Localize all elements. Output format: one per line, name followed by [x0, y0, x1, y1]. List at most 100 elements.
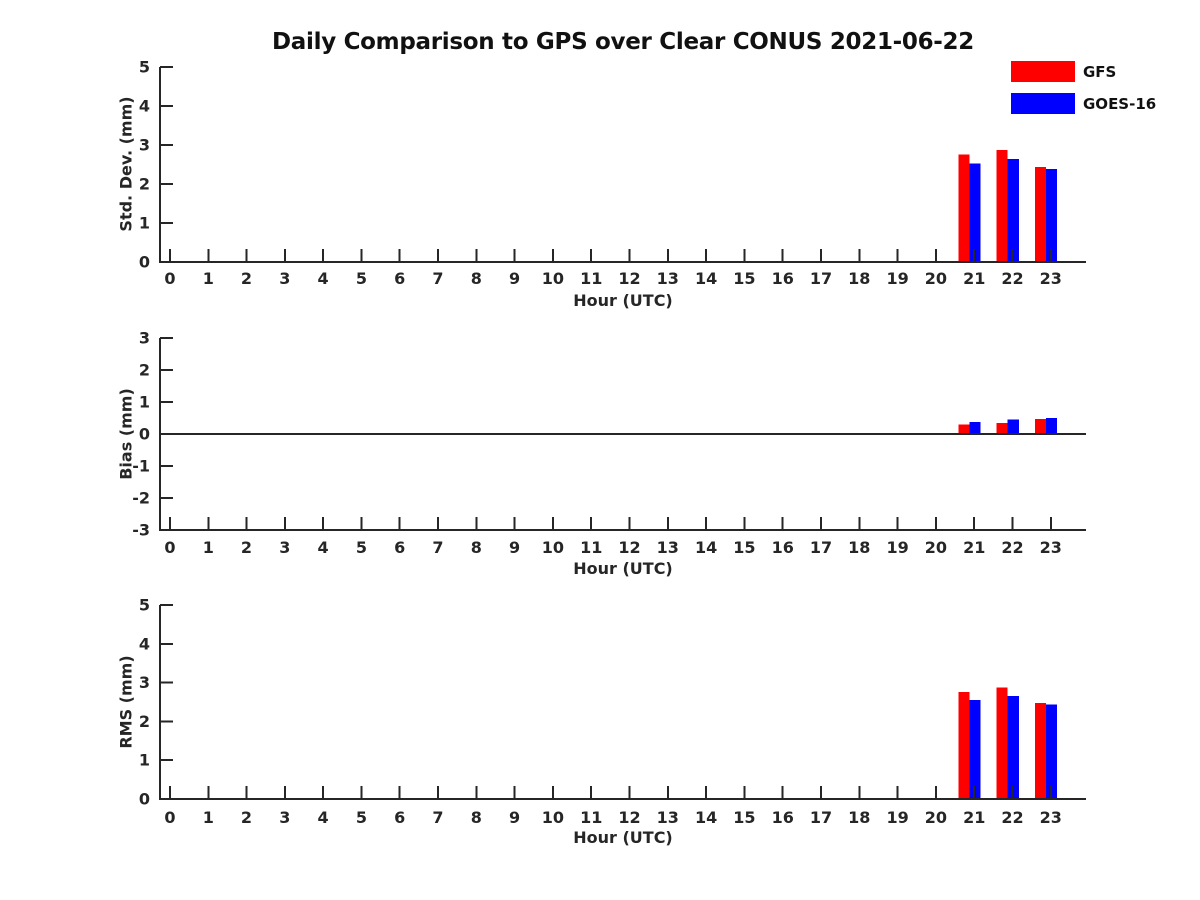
x-tick-label: 23	[1040, 538, 1062, 557]
y-tick-label: 5	[139, 58, 150, 77]
x-tick-label: 6	[394, 808, 405, 827]
x-tick-label: 4	[318, 808, 329, 827]
x-tick-label: 11	[580, 538, 602, 557]
x-tick-label: 2	[241, 538, 252, 557]
x-tick-label: 0	[164, 808, 175, 827]
legend-label-gfs: GFS	[1083, 63, 1117, 81]
x-axis-label-bias: Hour (UTC)	[573, 559, 673, 578]
x-tick-label: 11	[580, 808, 602, 827]
x-tick-label: 21	[963, 808, 985, 827]
y-tick-label: 0	[139, 253, 150, 272]
y-tick-label: -1	[132, 457, 150, 476]
x-tick-label: 17	[810, 269, 832, 288]
x-tick-label: 14	[695, 269, 717, 288]
x-tick-label: 20	[925, 538, 947, 557]
bar-gfs-h21	[958, 691, 970, 799]
x-tick-label: 18	[848, 808, 870, 827]
x-tick-label: 17	[810, 538, 832, 557]
bar-goes16-h21	[969, 421, 981, 434]
y-tick-label: 3	[139, 330, 150, 348]
x-tick-label: 14	[695, 808, 717, 827]
x-tick-label: 19	[886, 538, 908, 557]
bar-goes16-h21	[969, 163, 981, 262]
bar-goes16-h23	[1046, 169, 1058, 262]
x-tick-label: 3	[279, 538, 290, 557]
x-tick-label: 20	[925, 269, 947, 288]
x-tick-label: 20	[925, 808, 947, 827]
x-tick-label: 22	[1001, 269, 1023, 288]
x-tick-label: 7	[432, 808, 443, 827]
y-tick-label: 3	[139, 136, 150, 155]
x-tick-label: 13	[657, 538, 679, 557]
x-tick-label: 2	[241, 808, 252, 827]
bar-gfs-h22	[996, 422, 1008, 434]
bar-gfs-h23	[1034, 166, 1046, 262]
x-tick-label: 17	[810, 808, 832, 827]
x-tick-label: 15	[733, 269, 755, 288]
x-tick-label: 16	[772, 538, 794, 557]
x-tick-label: 2	[241, 269, 252, 288]
bar-goes16-h21	[969, 700, 981, 799]
x-tick-label: 12	[618, 808, 640, 827]
x-tick-label: 3	[279, 269, 290, 288]
x-tick-label: 8	[471, 269, 482, 288]
bar-gfs-h22	[996, 150, 1008, 262]
y-tick-label: 4	[139, 97, 150, 116]
legend-swatch-gfs	[1011, 61, 1075, 82]
x-tick-label: 0	[164, 538, 175, 557]
x-tick-label: 23	[1040, 808, 1062, 827]
x-tick-label: 8	[471, 808, 482, 827]
y-tick-label: 0	[139, 790, 150, 809]
x-tick-label: 5	[356, 808, 367, 827]
legend-label-goes16: GOES-16	[1083, 95, 1157, 113]
y-tick-label: 2	[139, 361, 150, 380]
y-tick-label: 5	[139, 596, 150, 615]
bar-goes16-h22	[1007, 419, 1019, 434]
y-tick-label: 1	[139, 214, 150, 233]
x-tick-label: 3	[279, 808, 290, 827]
x-tick-label: 0	[164, 269, 175, 288]
x-tick-label: 9	[509, 269, 520, 288]
x-tick-label: 16	[772, 269, 794, 288]
x-tick-label: 10	[542, 538, 564, 557]
y-tick-label: 1	[139, 751, 150, 770]
x-tick-label: 1	[203, 808, 214, 827]
bar-goes16-h22	[1007, 159, 1019, 262]
bar-gfs-h23	[1034, 419, 1046, 434]
x-tick-label: 4	[318, 538, 329, 557]
y-tick-label: 3	[139, 673, 150, 692]
x-tick-label: 1	[203, 269, 214, 288]
y-tick-label: 1	[139, 393, 150, 412]
bar-gfs-h22	[996, 687, 1008, 799]
bar-goes16-h22	[1007, 696, 1019, 799]
x-tick-label: 6	[394, 538, 405, 557]
x-axis-label-rms: Hour (UTC)	[573, 828, 673, 847]
y-tick-label: -3	[132, 521, 150, 540]
x-tick-label: 15	[733, 808, 755, 827]
bar-goes16-h23	[1046, 704, 1058, 799]
x-tick-label: 5	[356, 269, 367, 288]
bar-goes16-h23	[1046, 418, 1058, 434]
x-tick-label: 18	[848, 538, 870, 557]
bar-gfs-h21	[958, 154, 970, 262]
x-tick-label: 7	[432, 269, 443, 288]
x-tick-label: 4	[318, 269, 329, 288]
y-tick-label: 2	[139, 712, 150, 731]
x-tick-label: 13	[657, 808, 679, 827]
x-tick-label: 22	[1001, 538, 1023, 557]
x-tick-label: 18	[848, 269, 870, 288]
x-tick-label: 19	[886, 269, 908, 288]
x-tick-label: 21	[963, 538, 985, 557]
x-tick-label: 12	[618, 269, 640, 288]
x-tick-label: 21	[963, 269, 985, 288]
x-tick-label: 10	[542, 808, 564, 827]
legend-swatch-goes16	[1011, 93, 1075, 114]
y-tick-label: 4	[139, 634, 150, 653]
x-tick-label: 6	[394, 269, 405, 288]
x-tick-label: 9	[509, 538, 520, 557]
x-tick-label: 7	[432, 538, 443, 557]
x-tick-label: 22	[1001, 808, 1023, 827]
y-tick-label: 2	[139, 175, 150, 194]
